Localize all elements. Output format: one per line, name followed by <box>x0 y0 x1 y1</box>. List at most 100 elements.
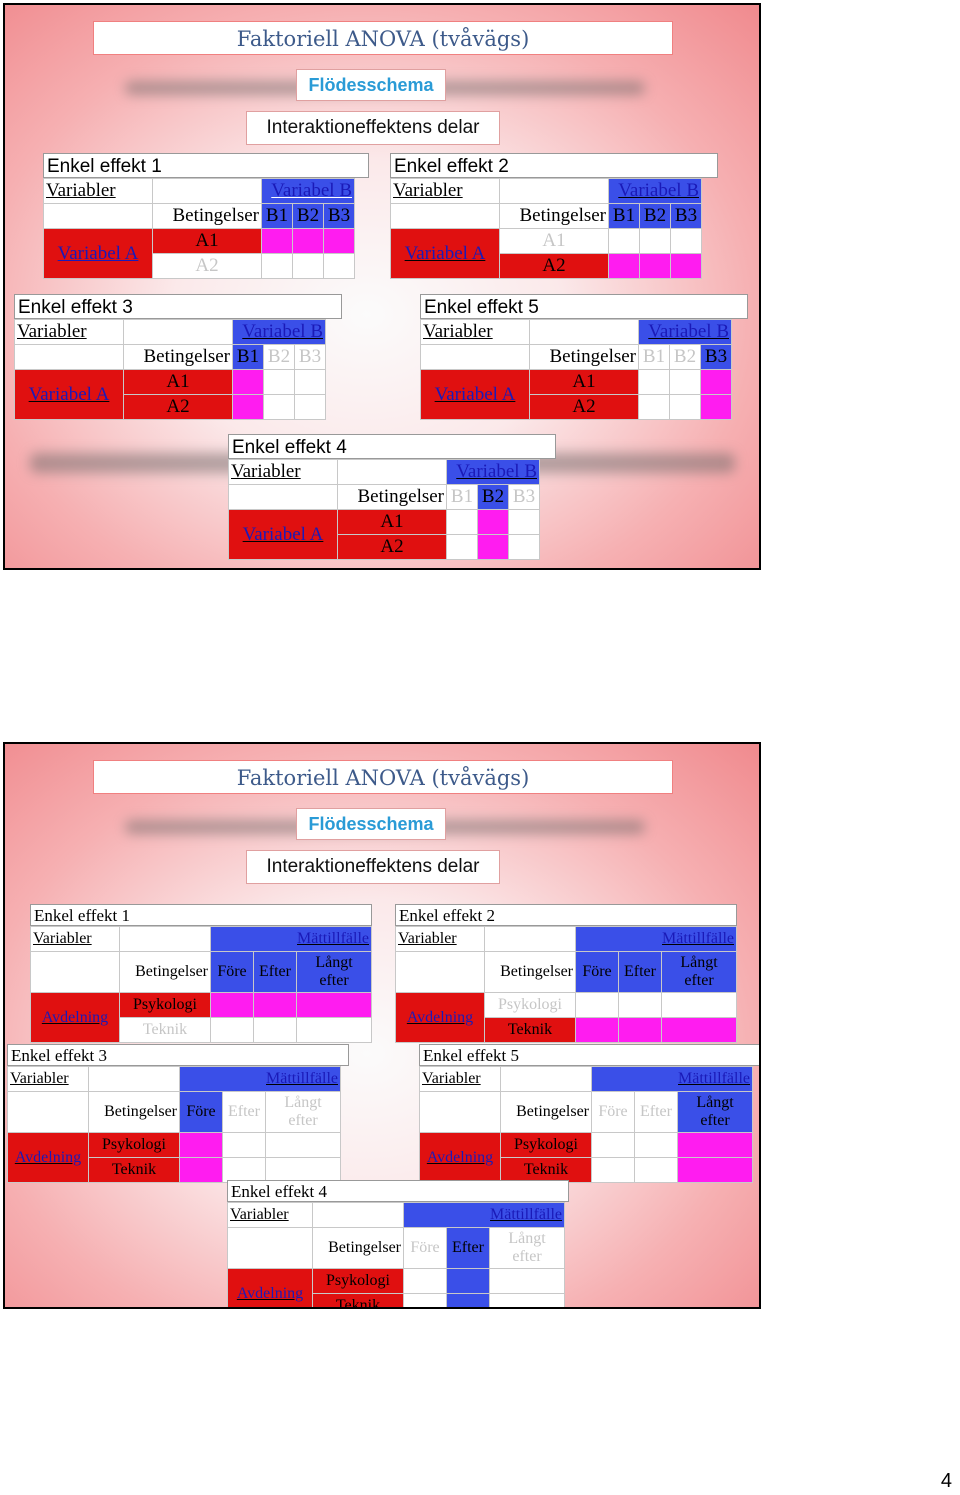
before-header: Före <box>591 1091 635 1133</box>
empty-cell <box>500 1066 592 1092</box>
b1-header: B1 <box>608 203 640 229</box>
empty-cell <box>152 178 262 204</box>
a2-label: A2 <box>499 253 609 279</box>
cell <box>508 509 540 535</box>
cell <box>634 1132 678 1158</box>
cell <box>489 1268 565 1294</box>
cell <box>323 253 355 279</box>
simple-effect-3: Enkel effekt 3 Variabler Variabel B Beti… <box>14 294 342 420</box>
conditions-label: Betingelser <box>500 1091 592 1133</box>
measurement-header: Mättillfälle <box>179 1066 341 1092</box>
cell <box>222 1132 266 1158</box>
empty-cell <box>529 319 639 345</box>
simple-effect-5: Enkel effekt 5 Variabler Mättillfälle Be… <box>419 1044 759 1183</box>
variable-b-header: Variabel B <box>232 319 326 345</box>
empty-cell <box>119 926 211 952</box>
measurement-header: Mättillfälle <box>403 1202 565 1228</box>
tech-label: Teknik <box>500 1157 592 1183</box>
interaction-heading: Interaktioneffektens delar <box>246 850 500 884</box>
cell <box>677 1132 753 1158</box>
slide-1: Faktoriell ANOVA (tvåvägs) Flödesschema … <box>3 3 761 570</box>
b1-header: B1 <box>446 484 478 510</box>
empty-cell <box>7 1091 89 1133</box>
cell <box>669 394 701 420</box>
cell <box>294 394 326 420</box>
tech-label: Teknik <box>312 1293 404 1307</box>
tech-label: Teknik <box>119 1017 211 1043</box>
long-after-header: Långt efter <box>296 951 372 993</box>
empty-cell <box>88 1066 180 1092</box>
cell <box>263 369 295 395</box>
cell <box>446 534 478 560</box>
simple-effect-title: Enkel effekt 3 <box>7 1044 349 1066</box>
b3-header: B3 <box>294 344 326 370</box>
conditions-label: Betingelser <box>152 203 262 229</box>
variables-label: Variabler <box>390 178 500 204</box>
variable-b-header: Variabel B <box>608 178 702 204</box>
variable-b-header: Variabel B <box>446 459 540 485</box>
measurement-header: Mättillfälle <box>575 926 737 952</box>
empty-cell <box>312 1202 404 1228</box>
variables-label: Variabler <box>395 926 485 952</box>
conditions-label: Betingelser <box>337 484 447 510</box>
simple-effect-5: Enkel effekt 5 Variabler Variabel B Beti… <box>420 294 748 420</box>
variables-label: Variabler <box>14 319 124 345</box>
conditions-label: Betingelser <box>88 1091 180 1133</box>
cell <box>670 253 702 279</box>
simple-effect-title: Enkel effekt 4 <box>228 434 556 459</box>
cell <box>661 992 737 1018</box>
cell <box>669 369 701 395</box>
cell <box>575 1017 619 1043</box>
cell <box>265 1132 341 1158</box>
cell <box>210 992 254 1018</box>
conditions-label: Betingelser <box>499 203 609 229</box>
simple-effect-title: Enkel effekt 1 <box>43 153 369 178</box>
before-header: Före <box>403 1227 447 1269</box>
empty-cell <box>420 344 530 370</box>
cell <box>296 1017 372 1043</box>
cell <box>232 369 264 395</box>
simple-effect-title: Enkel effekt 5 <box>420 294 748 319</box>
b1-header: B1 <box>232 344 264 370</box>
cell <box>618 992 662 1018</box>
a2-label: A2 <box>152 253 262 279</box>
cell <box>323 228 355 254</box>
cell <box>403 1293 447 1307</box>
flowchart-link[interactable]: Flödesschema <box>296 808 446 840</box>
cell <box>638 369 670 395</box>
measurement-header: Mättillfälle <box>591 1066 753 1092</box>
cell <box>179 1157 223 1183</box>
department-label: Avdelning <box>30 992 120 1043</box>
simple-effect-1: Enkel effekt 1 Variabler Variabel B Beti… <box>43 153 369 279</box>
variables-label: Variabler <box>30 926 120 952</box>
simple-effect-title: Enkel effekt 2 <box>390 153 718 178</box>
simple-effect-4: Enkel effekt 4 Variabler Mättillfälle Be… <box>227 1180 569 1307</box>
slide-2: Faktoriell ANOVA (tvåvägs) Flödesschema … <box>3 742 761 1309</box>
simple-effect-4: Enkel effekt 4 Variabler Variabel B Beti… <box>228 434 556 560</box>
a2-label: A2 <box>123 394 233 420</box>
simple-effect-title: Enkel effekt 2 <box>395 904 737 926</box>
cell <box>265 1157 341 1183</box>
simple-effect-3: Enkel effekt 3 Variabler Mättillfälle Be… <box>7 1044 349 1183</box>
cell <box>634 1157 678 1183</box>
empty-cell <box>419 1091 501 1133</box>
interaction-heading: Interaktioneffektens delar <box>246 111 500 145</box>
after-header: Efter <box>222 1091 266 1133</box>
cell <box>639 253 671 279</box>
variable-a-label: Variabel A <box>228 509 338 560</box>
before-header: Före <box>179 1091 223 1133</box>
before-header: Före <box>575 951 619 993</box>
slide-title: Faktoriell ANOVA (tvåvägs) <box>93 760 673 794</box>
cell <box>261 228 293 254</box>
cell <box>489 1293 565 1307</box>
psychology-label: Psykologi <box>312 1268 404 1294</box>
flowchart-link[interactable]: Flödesschema <box>296 69 446 101</box>
cell <box>446 1268 490 1294</box>
b2-header: B2 <box>669 344 701 370</box>
cell <box>591 1132 635 1158</box>
department-label: Avdelning <box>227 1268 313 1307</box>
a1-label: A1 <box>529 369 639 395</box>
cell <box>677 1157 753 1183</box>
cell <box>477 534 509 560</box>
cell <box>222 1157 266 1183</box>
